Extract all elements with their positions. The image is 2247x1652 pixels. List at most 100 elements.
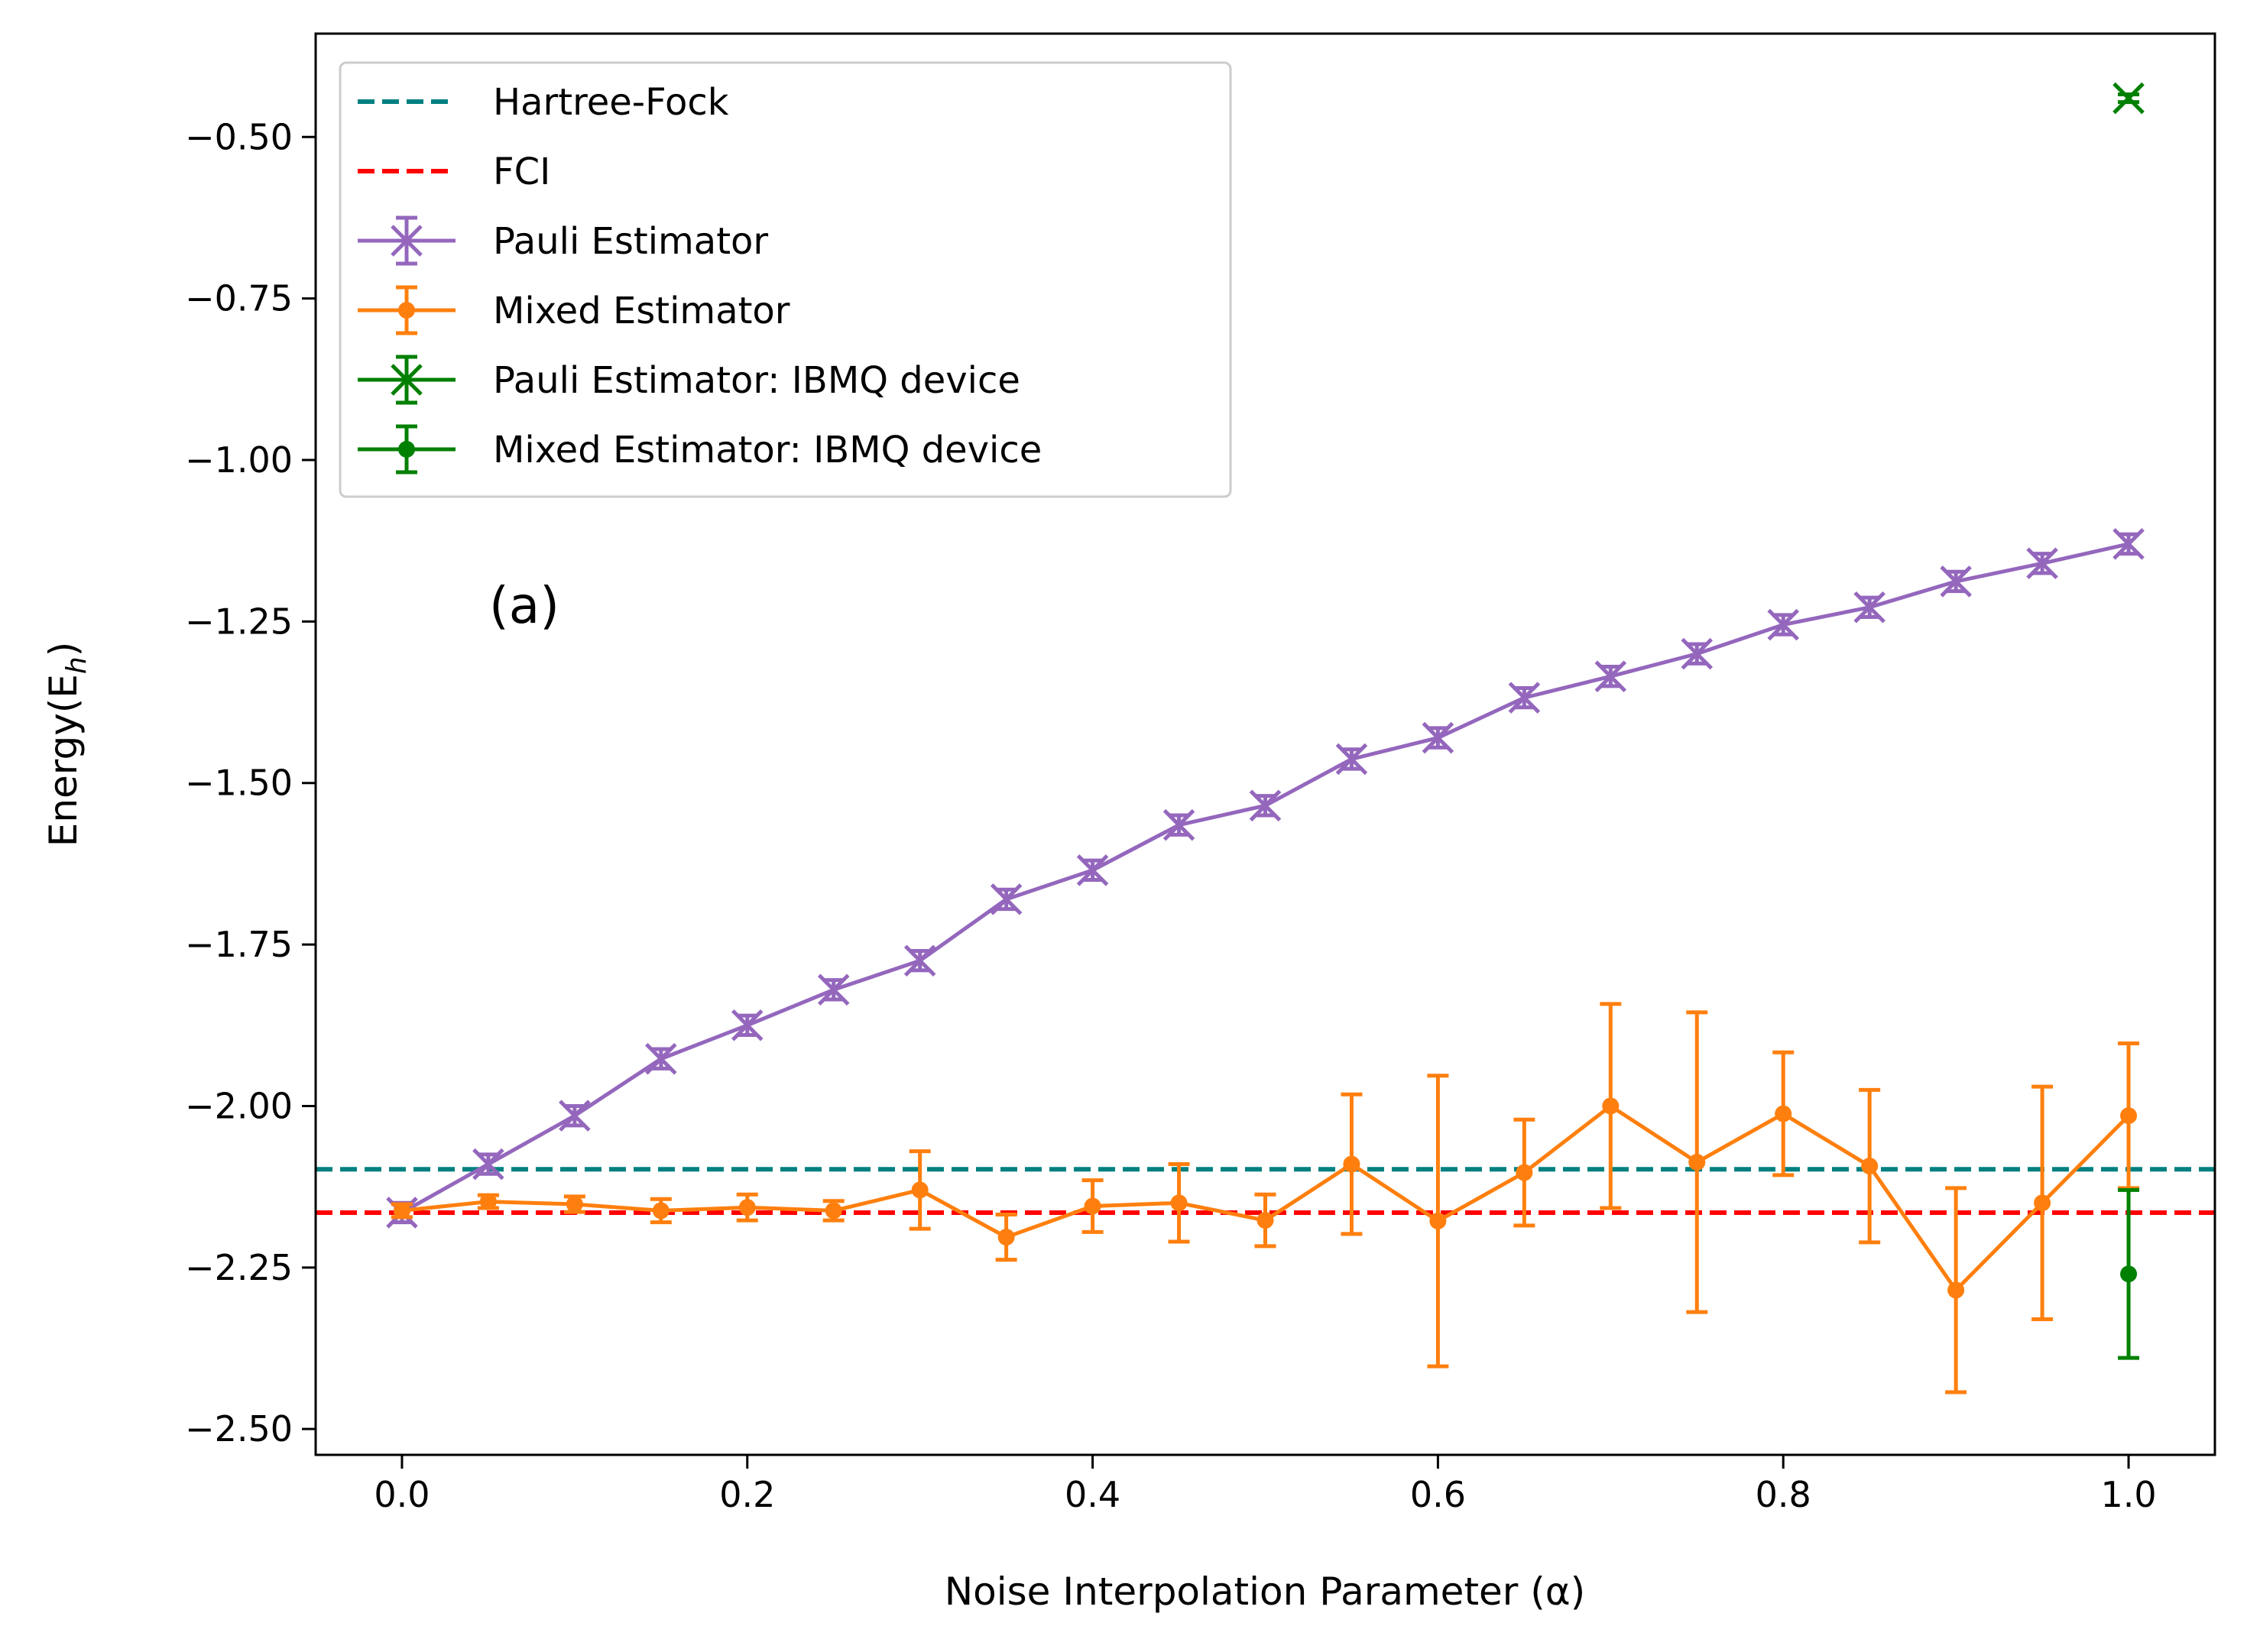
y-axis-label-main: Energy(E — [41, 674, 86, 847]
x-marker-stroke — [1076, 854, 1109, 886]
y-tick-label: −2.00 — [185, 1085, 293, 1126]
y-tick-label: −1.25 — [185, 601, 293, 642]
legend-entry-mixed-estimator: Mixed Estimator — [358, 285, 790, 335]
pauli-estimator-point — [1162, 808, 1195, 841]
pauli-estimator-ibmq-device-point — [2112, 82, 2145, 115]
legend-marker-pauli-estimator-ibmq-device — [391, 364, 423, 396]
x-marker-stroke — [645, 1042, 677, 1075]
mixed-estimator-point — [566, 1195, 583, 1213]
x-marker-stroke — [731, 1009, 764, 1041]
x-axis-label: Noise Interpolation Parameter (α) — [945, 1569, 1585, 1614]
pauli-estimator-point — [2112, 528, 2145, 560]
mixed-estimator-point — [1170, 1194, 1188, 1212]
x-marker-stroke — [1940, 565, 1972, 598]
legend-entry-pauli-estimator-ibmq-device: Pauli Estimator: IBMQ device — [358, 355, 1020, 405]
mixed-estimator-ibmq-device-series — [2118, 1187, 2140, 1360]
legend-box — [339, 61, 1232, 498]
pauli-estimator-series — [386, 528, 2145, 1229]
x-marker-stroke — [1508, 682, 1541, 714]
x-marker-stroke — [990, 883, 1023, 915]
x-tick-label: 0.4 — [1065, 1474, 1120, 1515]
mixed-estimator-point — [652, 1202, 670, 1220]
x-marker-stroke — [1335, 743, 1368, 776]
x-marker-stroke — [1853, 591, 1885, 624]
x-tick-label: 0.2 — [719, 1474, 775, 1515]
pauli-estimator-point — [1076, 854, 1109, 886]
x-axis: 0.0 0.2 0.4 0.6 0.8 1.0 — [374, 1455, 2157, 1515]
mixed-estimator-point — [738, 1199, 756, 1216]
x-marker-stroke — [391, 364, 423, 396]
legend: Hartree-Fock FCI Pauli Estimator Mixed Esti… — [339, 61, 1232, 498]
pauli-estimator-point — [1508, 682, 1541, 714]
mixed-estimator-point — [479, 1193, 497, 1210]
y-tick-label: −1.00 — [185, 439, 293, 481]
x-tick-label: 0.0 — [374, 1474, 430, 1515]
pauli-estimator-point — [817, 973, 850, 1006]
pauli-estimator-point — [1335, 743, 1368, 776]
legend-label-mixed-estimator: Mixed Estimator — [493, 290, 790, 332]
legend-label-fci: FCI — [493, 151, 550, 193]
y-axis-label-subscript: h — [61, 656, 92, 674]
pauli-estimator-point — [731, 1009, 764, 1041]
mixed-estimator-point — [1429, 1212, 1447, 1229]
x-marker-stroke — [1594, 660, 1627, 692]
mixed-estimator-point — [1688, 1154, 1706, 1171]
mixed-estimator-point — [2120, 1107, 2138, 1125]
y-tick-label: −0.75 — [185, 278, 293, 319]
pauli-estimator-point — [1594, 660, 1627, 692]
panel-annotation: (a) — [489, 576, 559, 635]
pauli-estimator-point — [1422, 721, 1454, 754]
mixed-estimator-point — [1516, 1164, 1533, 1181]
pauli-estimator-point — [645, 1042, 677, 1075]
y-tick-label: −1.75 — [185, 924, 293, 965]
mixed-estimator-point — [997, 1229, 1015, 1246]
x-marker-stroke — [1249, 789, 1282, 822]
pauli-estimator-point — [1940, 565, 1972, 598]
legend-marker-mixed-estimator-ibmq-device — [398, 441, 415, 458]
x-marker-stroke — [559, 1100, 591, 1132]
x-marker-stroke — [1767, 608, 1799, 641]
legend-label-mixed-estimator-ibmq-device: Mixed Estimator: IBMQ device — [493, 429, 1042, 471]
x-tick-label: 0.8 — [1756, 1474, 1811, 1515]
mixed-estimator-point — [2034, 1194, 2051, 1212]
x-tick-label: 1.0 — [2100, 1474, 2156, 1515]
mixed-estimator-point — [1084, 1197, 1101, 1215]
pauli-estimator-point — [1853, 591, 1885, 624]
x-marker-stroke — [2026, 547, 2058, 580]
pauli-estimator-point — [2026, 547, 2058, 580]
mixed-estimator-point — [911, 1181, 929, 1199]
axes-frame — [314, 32, 2216, 1456]
pauli-estimator-ibmq-device-series — [2112, 82, 2145, 115]
legend-entry-pauli-estimator: Pauli Estimator — [358, 215, 768, 266]
y-tick-label: −0.50 — [185, 116, 293, 157]
pauli-estimator-point — [559, 1100, 591, 1132]
pauli-estimator-point — [1767, 608, 1799, 641]
legend-label-hartree-fock: Hartree-Fock — [493, 81, 729, 124]
plot-area — [316, 82, 2215, 1394]
y-axis: −0.50 −0.75 −1.00 −1.25 −1.50 −1.75 −2.00 −2.25… — [185, 116, 316, 1450]
x-tick-label: 0.6 — [1410, 1474, 1466, 1515]
pauli-estimator-point — [1249, 789, 1282, 822]
legend-label-pauli-estimator: Pauli Estimator — [493, 220, 768, 263]
mixed-estimator-point — [1775, 1105, 1792, 1122]
x-marker-stroke — [903, 944, 936, 977]
pauli-estimator-point — [1681, 637, 1714, 670]
legend-marker-mixed-estimator — [398, 302, 415, 319]
legend-entry-fci: FCI — [358, 151, 550, 193]
mixed-estimator-point — [825, 1202, 842, 1220]
x-marker-stroke — [817, 973, 850, 1006]
mixed-estimator-point — [1343, 1155, 1360, 1173]
x-marker-stroke — [472, 1148, 504, 1181]
mixed-estimator-point — [393, 1202, 410, 1220]
x-marker-stroke — [2112, 82, 2145, 115]
mixed-estimator-point — [1256, 1212, 1274, 1229]
y-tick-label: −2.50 — [185, 1408, 293, 1450]
x-marker-stroke — [1681, 637, 1714, 670]
x-marker-stroke — [2112, 528, 2145, 560]
pauli-estimator-point — [990, 883, 1023, 915]
y-axis-label-close: ) — [41, 642, 86, 657]
mixed-estimator-point — [1861, 1158, 1879, 1175]
mixed-estimator-point — [1947, 1281, 1965, 1299]
y-tick-label: −1.50 — [185, 763, 293, 804]
mixed-estimator-ibmq-device-point — [2120, 1265, 2138, 1283]
